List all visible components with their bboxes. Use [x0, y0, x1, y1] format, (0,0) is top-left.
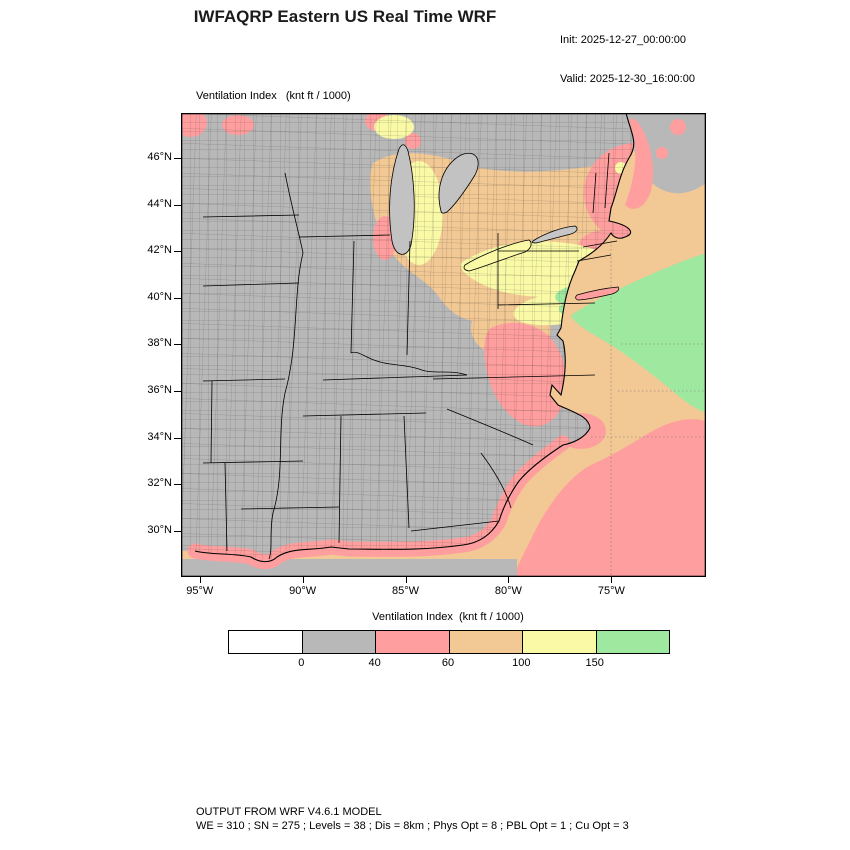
map-panel	[181, 113, 706, 577]
ocean-pink-spot	[670, 119, 686, 135]
lat-tick-mark	[174, 483, 181, 485]
footer-block: OUTPUT FROM WRF V4.6.1 MODEL WE = 310 ; …	[196, 806, 629, 833]
valid-time-label: Valid: 2025-12-30_16:00:00	[560, 73, 695, 85]
lon-tick-label: 90°W	[289, 585, 317, 597]
lat-tick-label: 46°N	[147, 151, 172, 163]
lon-tick-label: 80°W	[494, 585, 522, 597]
colorbar-tick-label: 40	[368, 657, 381, 669]
colorbar-tick-label: 60	[441, 657, 455, 669]
colorbar-segment-0	[229, 631, 302, 653]
lat-tick-label: 38°N	[147, 337, 172, 350]
lat-tick-mark	[174, 204, 181, 206]
lat-tick-label: 40°N	[147, 290, 172, 303]
colorbar-tick-labels: 0 40 60 100 150	[228, 657, 668, 671]
model-output-line: OUTPUT FROM WRF V4.6.1 MODEL	[196, 806, 382, 818]
lon-tick-mark	[199, 577, 201, 583]
lon-tick-label: 85°W	[392, 585, 420, 597]
maine-coast-pink-band	[625, 118, 654, 209]
lat-tick-mark	[174, 390, 181, 392]
offshore-pink-region	[513, 419, 706, 577]
colorbar	[228, 630, 670, 654]
ocean-pink-spot	[656, 147, 668, 159]
map-frame	[181, 113, 706, 577]
lat-tick-mark	[174, 437, 181, 439]
state-borders	[202, 152, 618, 552]
lat-tick-mark	[174, 297, 181, 299]
lon-tick-label: 95°W	[186, 585, 214, 597]
offshore-green-region	[571, 253, 706, 413]
rivers	[268, 172, 468, 560]
lat-tick-label: 32°N	[147, 477, 172, 490]
model-config-line: WE = 310 ; SN = 275 ; Levels = 38 ; Dis …	[196, 819, 629, 832]
wrf-map-svg	[181, 113, 706, 577]
lat-tick-mark	[174, 250, 181, 252]
lake-huron	[438, 152, 479, 214]
lon-tick-mark	[405, 577, 407, 583]
lake-michigan	[389, 144, 415, 255]
init-valid-block: Init: 2025-12-27_00:00:00 Valid: 2025-12…	[560, 8, 695, 99]
colorbar-tick-label: 100	[512, 657, 531, 669]
colorbar-segment-2	[375, 631, 449, 653]
lon-tick-mark	[302, 577, 304, 583]
lon-tick-mark	[610, 577, 612, 583]
lat-tick-mark	[174, 530, 181, 532]
lat-tick-label: 44°N	[147, 197, 172, 210]
lon-tick-mark	[507, 577, 509, 583]
lake-erie	[463, 239, 532, 272]
colorbar-segment-3	[448, 631, 522, 653]
great-lakes	[389, 144, 578, 272]
colorbar-segment-1	[301, 631, 375, 653]
long-island	[575, 286, 620, 301]
colorbar-segment-5	[595, 631, 669, 653]
lon-tick-label: 75°W	[597, 585, 625, 597]
lat-tick-mark	[174, 343, 181, 345]
plot-title: IWFAQRP Eastern US Real Time WRF	[193, 7, 497, 26]
lat-tick-label: 42°N	[147, 244, 172, 257]
lat-tick-label: 36°N	[147, 384, 172, 396]
lake-ontario	[531, 225, 578, 244]
init-time-label: Init: 2025-12-27_00:00:00	[560, 34, 686, 46]
colorbar-segment-4	[522, 631, 596, 653]
colorbar-tick-label: 0	[298, 657, 305, 669]
lat-tick-label: 34°N	[147, 430, 172, 443]
colorbar-tick-label: 150	[585, 657, 604, 669]
lat-tick-mark	[174, 157, 181, 159]
coastline	[194, 113, 635, 563]
field-label: Ventilation Index (knt ft / 1000)	[196, 90, 351, 102]
colorbar-title: Ventilation Index (knt ft / 1000)	[372, 611, 524, 623]
lat-tick-label: 30°N	[147, 523, 172, 536]
